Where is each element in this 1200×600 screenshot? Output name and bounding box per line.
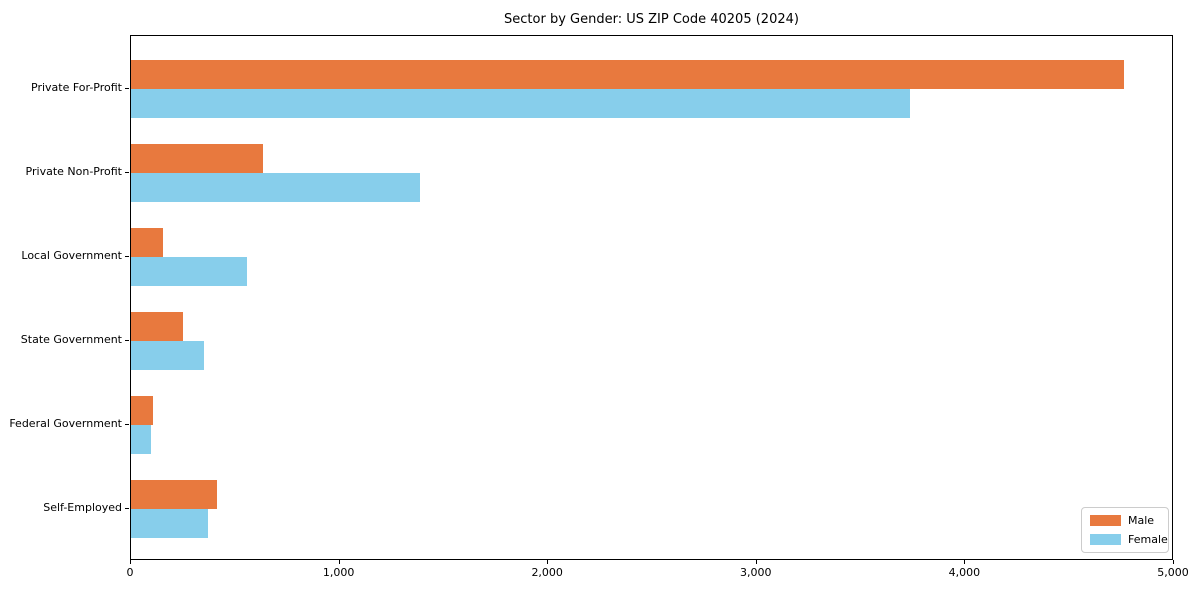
bar-female-0 [131, 89, 910, 118]
legend-swatch-female [1090, 534, 1121, 545]
bar-male-5 [131, 480, 218, 509]
x-tick-label: 5,000 [1157, 566, 1189, 579]
x-tick-mark [964, 560, 966, 564]
bar-female-1 [131, 173, 421, 202]
bar-male-2 [131, 228, 164, 257]
y-tick-mark [125, 340, 129, 341]
bar-female-3 [131, 341, 204, 370]
x-tick-mark [547, 560, 549, 564]
x-tick-mark [755, 560, 757, 564]
y-tick-label: Private Non-Profit [25, 165, 122, 178]
x-tick-mark [338, 560, 340, 564]
bar-female-2 [131, 257, 247, 286]
y-tick-label: Self-Employed [43, 501, 122, 514]
bar-male-1 [131, 144, 264, 173]
x-tick-label: 1,000 [322, 566, 355, 579]
y-tick-label: State Government [20, 333, 122, 346]
y-tick-mark [125, 256, 129, 257]
legend: Male Female [1081, 507, 1169, 553]
y-tick-mark [125, 88, 129, 89]
bar-male-3 [131, 312, 184, 341]
legend-item-female: Female [1090, 533, 1168, 546]
legend-label-male: Male [1128, 514, 1155, 527]
bar-male-4 [131, 396, 153, 425]
y-tick-label: Local Government [21, 249, 122, 262]
x-tick-label: 4,000 [948, 566, 981, 579]
legend-item-male: Male [1090, 514, 1160, 527]
bar-male-0 [131, 60, 1125, 89]
x-tick-label: 2,000 [531, 566, 563, 579]
legend-label-female: Female [1128, 533, 1168, 546]
x-tick-mark [1173, 560, 1174, 564]
y-tick-mark [125, 424, 129, 425]
y-tick-label: Private For-Profit [31, 81, 122, 94]
y-tick-label: Federal Government [9, 417, 122, 430]
legend-swatch-male [1090, 515, 1121, 526]
chart-title: Sector by Gender: US ZIP Code 40205 (202… [504, 12, 799, 27]
bar-female-5 [131, 509, 209, 538]
x-tick-label: 3,000 [740, 566, 772, 579]
plot-area [130, 35, 1173, 560]
y-tick-mark [125, 172, 129, 173]
y-tick-mark [125, 508, 129, 509]
x-tick-label: 0 [126, 566, 134, 579]
bar-female-4 [131, 425, 151, 454]
x-tick-mark [130, 560, 131, 564]
